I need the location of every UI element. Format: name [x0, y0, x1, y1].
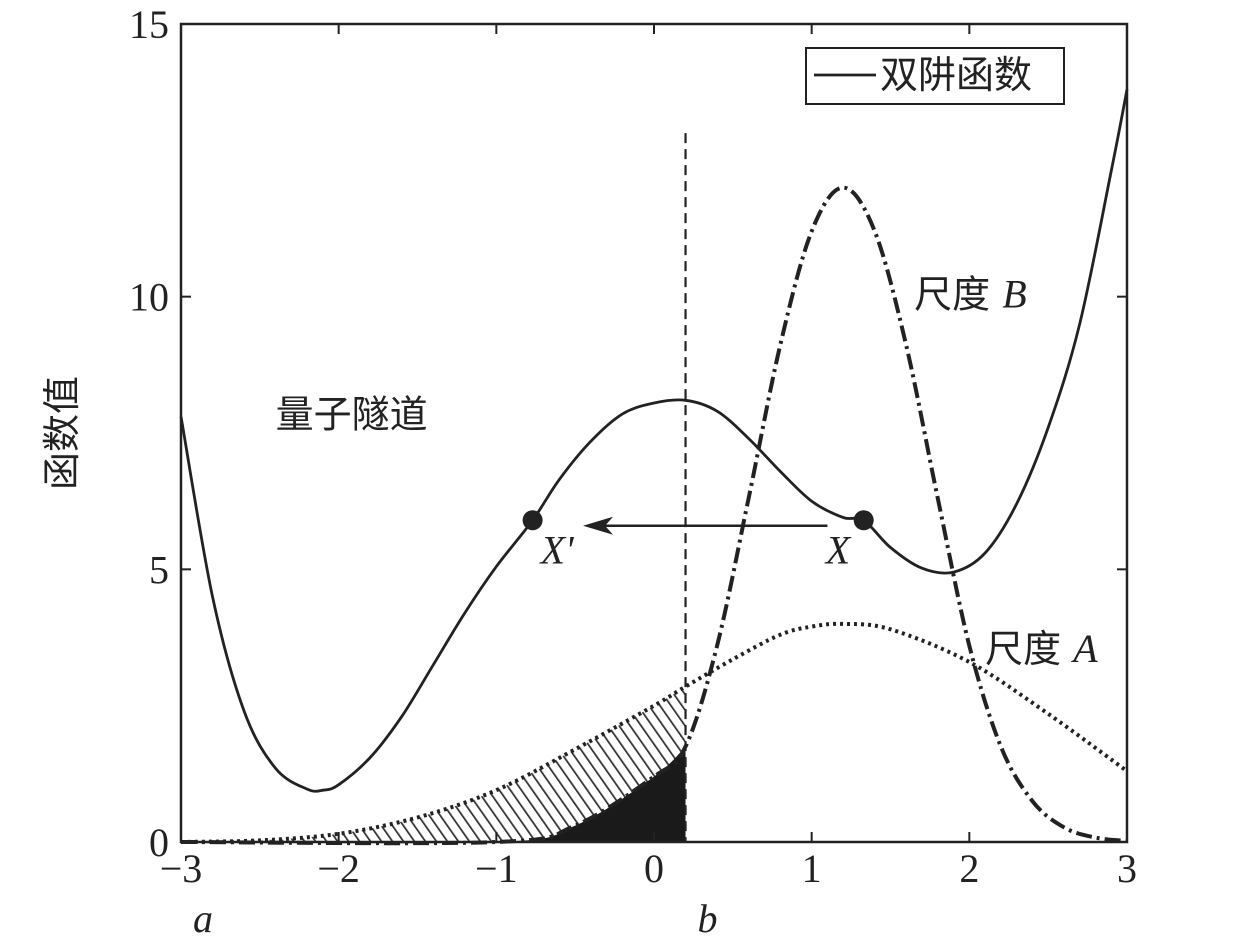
annotation: 尺度 B — [914, 272, 1027, 317]
point-label: X — [824, 527, 852, 572]
x-tick-label: 2 — [959, 846, 979, 891]
axes-layer: −3 −2 −1 0 1 2 3 0 5 10 15 — [129, 2, 1137, 891]
annotation-italic: B — [1002, 272, 1026, 317]
x-tick-label: −3 — [160, 846, 203, 891]
point-label: X' — [539, 527, 575, 572]
scale-a-hatched-area — [181, 686, 686, 842]
scale-b-filled-area — [181, 746, 686, 844]
x-tick-label: 0 — [644, 846, 664, 891]
series-scale-b — [180, 185, 1128, 846]
series-scale-a — [180, 621, 1129, 844]
annotation: 量子隧道 — [276, 393, 428, 437]
bottom-label: b — [698, 896, 718, 941]
annotation: 尺度 A — [985, 626, 1098, 671]
y-tick-label: 0 — [149, 820, 169, 865]
tunneling-arrow-head — [583, 516, 614, 535]
bottom-label: a — [193, 896, 213, 941]
x-tick-label: −1 — [475, 846, 518, 891]
x-tick-label: 3 — [1117, 846, 1137, 891]
points-layer: X' X — [522, 510, 874, 572]
data-point — [522, 510, 543, 531]
legend: 双阱函数 — [805, 47, 1065, 105]
x-tick-label: −2 — [317, 846, 360, 891]
y-tick-label: 10 — [129, 275, 169, 320]
x-tick-label: 1 — [802, 846, 822, 891]
y-tick-label: 5 — [149, 547, 169, 592]
series-double-well — [179, 89, 1129, 793]
y-tick-label: 15 — [129, 2, 169, 47]
legend-entry-label: 双阱函数 — [880, 53, 1032, 97]
annotation-italic: A — [1070, 626, 1098, 671]
data-point — [853, 510, 874, 531]
labels-layer: 量子隧道 尺度 B 尺度 A a b — [193, 272, 1098, 941]
y-axis-label: 函数值 — [40, 376, 84, 490]
